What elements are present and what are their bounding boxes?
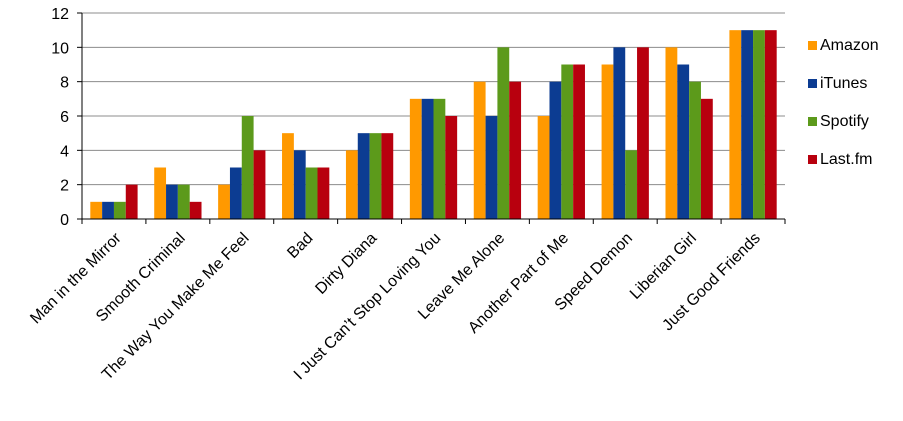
- bar-spotify: [241, 116, 254, 219]
- y-tick-label: 6: [60, 109, 69, 126]
- bar-amazon: [665, 47, 678, 220]
- bar-last-fm: [700, 98, 713, 219]
- bar-amazon: [473, 81, 486, 220]
- y-tick-label: 2: [60, 178, 69, 195]
- bar-last-fm: [573, 64, 585, 219]
- x-tick-label: Dirty Diana: [312, 230, 380, 298]
- bar-itunes: [293, 150, 306, 219]
- bar-amazon: [218, 184, 230, 219]
- bar-amazon: [729, 30, 742, 219]
- bar-last-fm: [764, 30, 777, 219]
- axes: [77, 12, 786, 224]
- bar-spotify: [625, 150, 638, 219]
- bar-spotify: [369, 133, 382, 219]
- bar-amazon: [90, 201, 103, 219]
- legend: Amazon iTunes Spotify Last.fm: [808, 37, 879, 168]
- legend-swatch-spotify: [808, 117, 817, 126]
- bar-spotify: [177, 184, 190, 219]
- bar-itunes: [549, 81, 562, 220]
- legend-label-last-fm: Last.fm: [820, 151, 872, 168]
- legend-swatch-last-fm: [808, 155, 817, 164]
- bar-itunes: [229, 167, 242, 219]
- legend-label-itunes: iTunes: [820, 75, 867, 92]
- bar-last-fm: [637, 47, 649, 220]
- y-tick-label: 4: [60, 143, 69, 160]
- bars: [90, 30, 777, 220]
- bar-spotify: [689, 81, 701, 220]
- bar-itunes: [166, 184, 178, 219]
- legend-label-spotify: Spotify: [820, 113, 869, 130]
- bar-itunes: [421, 98, 434, 219]
- bar-amazon: [345, 150, 358, 219]
- bar-spotify: [561, 64, 574, 219]
- x-tick-label: Bad: [284, 230, 316, 262]
- bar-spotify: [753, 30, 765, 219]
- bar-last-fm: [125, 184, 138, 219]
- bar-amazon: [282, 133, 294, 219]
- bar-last-fm: [509, 81, 522, 220]
- bar-itunes: [741, 30, 754, 219]
- bar-amazon: [601, 64, 614, 219]
- bar-amazon: [537, 116, 550, 219]
- bar-itunes: [357, 133, 370, 219]
- y-tick-label: 8: [60, 75, 69, 92]
- legend-label-amazon: Amazon: [820, 37, 879, 54]
- legend-swatch-amazon: [808, 41, 817, 50]
- y-tick-label: 12: [51, 6, 69, 23]
- bar-spotify: [497, 47, 510, 220]
- y-tick-labels: 0 2 4 6 8 10 12: [51, 6, 69, 229]
- legend-swatch-itunes: [808, 79, 817, 88]
- y-tick-label: 10: [51, 40, 69, 57]
- bar-spotify: [305, 167, 318, 219]
- bar-last-fm: [317, 167, 330, 219]
- bar-itunes: [613, 47, 626, 220]
- bar-spotify: [433, 98, 446, 219]
- bar-spotify: [113, 201, 126, 219]
- bar-last-fm: [381, 133, 394, 219]
- bar-itunes: [677, 64, 690, 219]
- bar-last-fm: [189, 201, 202, 219]
- bar-amazon: [409, 98, 422, 219]
- y-tick-label: 0: [60, 212, 69, 229]
- bar-amazon: [154, 167, 167, 219]
- bar-last-fm: [253, 150, 266, 219]
- bar-last-fm: [445, 116, 458, 219]
- bar-itunes: [102, 201, 114, 219]
- bar-itunes: [485, 116, 498, 219]
